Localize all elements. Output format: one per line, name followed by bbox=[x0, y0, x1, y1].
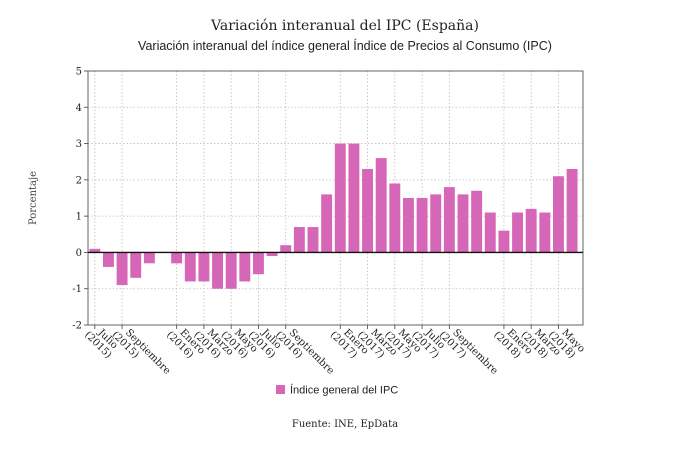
bar-agosto-2017 bbox=[430, 194, 441, 252]
bar-mayo-2018 bbox=[553, 176, 564, 252]
bar-febrero-2018 bbox=[512, 213, 523, 253]
y-tick-label: -2 bbox=[72, 321, 82, 332]
y-tick-label: 3 bbox=[76, 139, 82, 150]
bar-septiembre-2017 bbox=[444, 187, 455, 252]
source-note: Fuente: INE, EpData bbox=[292, 419, 398, 430]
bar-julio-2016 bbox=[253, 252, 264, 274]
bar-enero-2018 bbox=[498, 231, 509, 253]
y-tick-label: 1 bbox=[76, 212, 82, 223]
bar-septiembre-2016 bbox=[280, 245, 291, 252]
bar-octubre-2016 bbox=[294, 227, 305, 252]
y-tick-label: 4 bbox=[76, 103, 82, 114]
legend-swatch bbox=[276, 385, 285, 394]
bar-abril-2017 bbox=[376, 158, 387, 252]
bar-junio-2018 bbox=[567, 169, 578, 252]
bar-febrero-2017 bbox=[348, 144, 359, 253]
bar-diciembre-2017 bbox=[485, 213, 496, 253]
legend: Índice general del IPC bbox=[276, 384, 398, 397]
x-ticks: Julio(2015)Septiembre(2015)Enero(2016)Ma… bbox=[82, 322, 587, 385]
chart-subtitle: Variación interanual del índice general … bbox=[138, 38, 552, 53]
bar-noviembre-2016 bbox=[308, 227, 319, 252]
bar-abril-2016 bbox=[212, 252, 223, 288]
bar-noviembre-2015 bbox=[144, 252, 155, 263]
y-ticks: -2 -1 0 1 2 3 4 5 bbox=[72, 67, 88, 332]
bar-agosto-2015 bbox=[103, 252, 114, 267]
bar-octubre-2017 bbox=[458, 194, 469, 252]
bar-febrero-2016 bbox=[185, 252, 196, 281]
bar-marzo-2017 bbox=[362, 169, 373, 252]
legend-label: Índice general del IPC bbox=[290, 384, 398, 397]
bar-junio-2017 bbox=[403, 198, 414, 252]
y-tick-label: 5 bbox=[76, 67, 82, 78]
x-tick-label: Mayo(2018) bbox=[546, 322, 587, 363]
y-tick-label: 2 bbox=[76, 175, 82, 186]
bar-mayo-2016 bbox=[226, 252, 237, 288]
bar-marzo-2018 bbox=[526, 209, 537, 253]
bar-julio-2017 bbox=[417, 198, 428, 252]
bar-marzo-2016 bbox=[198, 252, 209, 281]
bar-diciembre-2016 bbox=[321, 194, 332, 252]
x-tick-label: Septiembre(2017) bbox=[437, 322, 500, 385]
chart-title: Variación interanual del IPC (España) bbox=[210, 18, 479, 34]
y-axis-label: Porcentaje bbox=[28, 171, 39, 225]
bar-junio-2016 bbox=[239, 252, 250, 281]
y-tick-label: -1 bbox=[72, 284, 82, 295]
x-tick-label: Septiembre(2016) bbox=[273, 322, 336, 385]
bar-septiembre-2015 bbox=[117, 252, 128, 285]
bar-enero-2017 bbox=[335, 144, 346, 253]
bar-enero-2016 bbox=[171, 252, 182, 263]
y-tick-label: 0 bbox=[76, 248, 82, 259]
x-tick-label: Septiembre(2015) bbox=[110, 322, 173, 385]
bar-abril-2018 bbox=[539, 213, 550, 253]
bar-noviembre-2017 bbox=[471, 191, 482, 253]
bar-mayo-2017 bbox=[389, 183, 400, 252]
bar-octubre-2015 bbox=[130, 252, 141, 277]
